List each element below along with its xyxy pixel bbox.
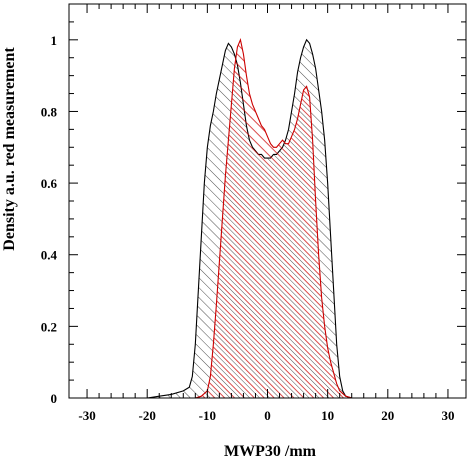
x-tick-label: -30 xyxy=(78,408,95,423)
y-tick-label: 1 xyxy=(51,33,58,48)
x-tick-label: 10 xyxy=(321,408,334,423)
plot-area xyxy=(69,37,466,399)
x-tick-label: 0 xyxy=(264,408,271,423)
axes: -30 -20 -10 0 10 20 30 0 0.2 0.4 0.6 0.8 1 xyxy=(41,3,467,423)
x-tick-label: 20 xyxy=(381,408,394,423)
y-tick-label: 0.4 xyxy=(41,248,58,263)
y-axis-title: Density a.u. red measurement xyxy=(1,47,18,251)
x-axis-title: MWP30 /mm xyxy=(224,443,317,458)
y-tick-label: 0.8 xyxy=(41,104,58,119)
x-tick-label: -20 xyxy=(139,408,156,423)
y-tick-label: 0.2 xyxy=(41,319,57,334)
x-tick-label: -10 xyxy=(199,408,216,423)
series-2-area xyxy=(69,37,466,399)
y-tick-label: 0.6 xyxy=(41,176,58,191)
y-tick-label: 0 xyxy=(51,391,58,406)
x-tick-label: 30 xyxy=(441,408,454,423)
